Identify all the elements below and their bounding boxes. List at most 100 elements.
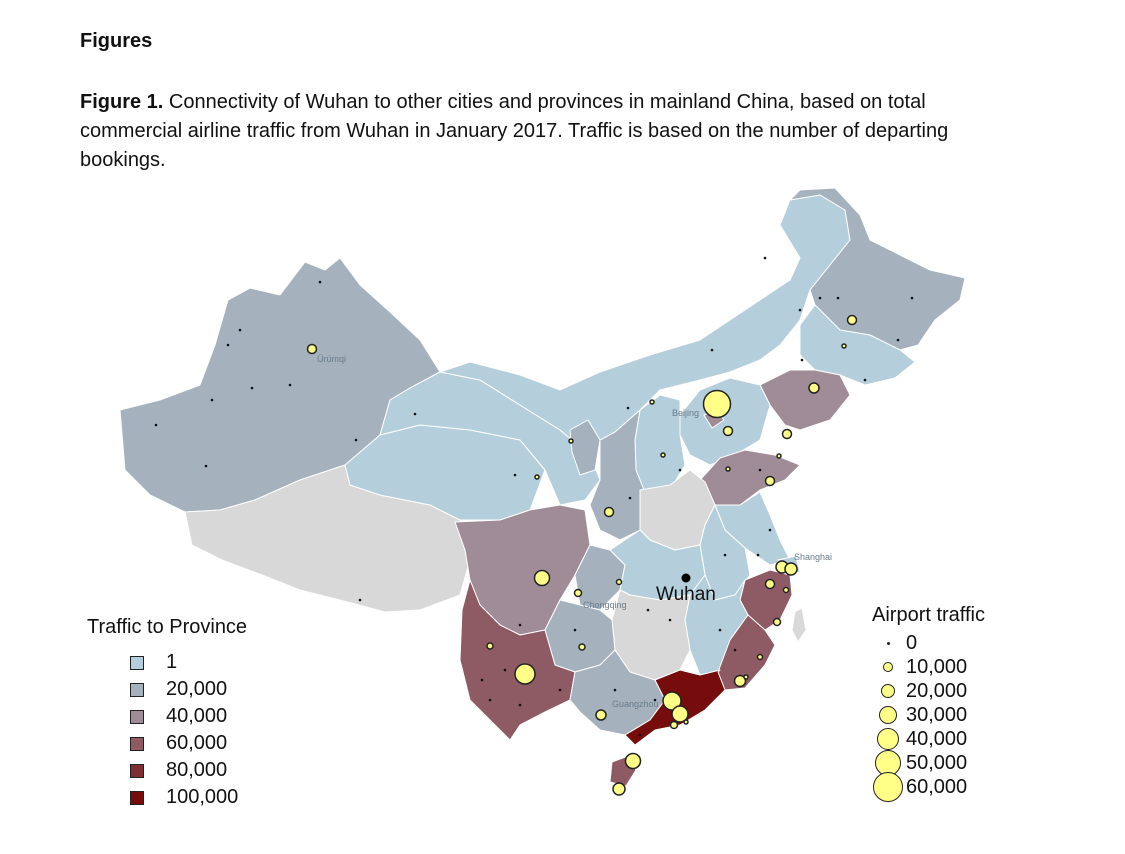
legend-label: 60,000	[906, 775, 968, 798]
legend-label: 40,000	[906, 727, 968, 750]
legend-label: 20,000	[166, 678, 228, 700]
city-point	[798, 308, 802, 312]
legend-swatch	[130, 763, 144, 778]
airport-bubble	[772, 617, 782, 627]
city-point	[668, 618, 672, 622]
region-ningxia	[569, 419, 601, 476]
figure-label: Figure 1.	[80, 91, 164, 113]
city-point	[413, 412, 417, 416]
legend-label: 100,000	[166, 786, 239, 808]
airport-bubble	[782, 586, 790, 594]
legend-item: 100,000	[87, 784, 247, 811]
city-point	[628, 496, 632, 500]
figure-caption: Figure 1. Connectivity of Wuhan to other…	[80, 88, 1020, 175]
city-point	[358, 598, 362, 602]
city-point	[863, 378, 867, 382]
city-point	[763, 256, 767, 260]
city-point	[250, 386, 254, 390]
city-point	[238, 328, 242, 332]
legend-bubble	[875, 750, 901, 776]
city-point	[204, 464, 208, 468]
legend-label: 80,000	[166, 759, 228, 781]
city-point	[818, 296, 822, 300]
legend-item: 20,000	[872, 679, 985, 703]
airport-bubble	[514, 663, 536, 685]
city-point	[513, 473, 517, 477]
caption-text: Connectivity of Wuhan to other cities an…	[80, 91, 949, 171]
city-point	[718, 628, 722, 632]
city-point	[723, 553, 727, 557]
legend-bubble	[877, 728, 899, 750]
airport-bubble	[624, 752, 642, 770]
legend-swatch	[130, 655, 144, 670]
legend-item: 60,000	[87, 730, 247, 757]
legend-swatch	[130, 790, 144, 805]
airport-bubble	[841, 343, 847, 349]
city-label-beijing: Beijing	[672, 408, 699, 418]
legend-bubble	[873, 772, 903, 802]
legend-swatch	[130, 736, 144, 751]
airport-bubble	[671, 705, 689, 723]
region-liaoning	[759, 369, 851, 431]
city-point	[910, 296, 914, 300]
city-point	[768, 528, 772, 532]
legend-item: 50,000	[872, 750, 985, 776]
region-heilongjiang	[789, 187, 966, 351]
airport-bubble	[669, 720, 679, 730]
legend-bubble	[886, 641, 890, 645]
city-point	[758, 468, 762, 472]
airport-bubble	[846, 314, 858, 326]
city-point	[710, 348, 714, 352]
airport-bubble	[649, 399, 655, 405]
legend-item: 40,000	[87, 703, 247, 730]
city-label-chongqing: Chongqing	[583, 600, 627, 610]
airport-bubble	[615, 578, 623, 586]
city-label-urumqi: Ürümqi	[317, 354, 346, 364]
city-point	[503, 668, 507, 672]
city-point	[653, 698, 657, 702]
airport-bubble	[743, 674, 749, 680]
city-point	[154, 423, 158, 427]
legend-item: 80,000	[87, 757, 247, 784]
legend-bubble	[881, 684, 895, 698]
airport-bubble	[722, 425, 734, 437]
city-point	[573, 628, 577, 632]
city-point	[646, 608, 650, 612]
airport-bubble	[784, 562, 798, 576]
section-heading: Figures	[80, 30, 153, 52]
airport-bubble	[573, 588, 583, 598]
legend-label: 1	[166, 651, 178, 673]
city-point	[626, 406, 630, 410]
city-point	[896, 338, 900, 342]
legend-item: 20,000	[87, 676, 247, 703]
region-hebei	[679, 377, 771, 466]
legend-title: Traffic to Province	[87, 616, 248, 638]
city-point	[288, 383, 292, 387]
legend-item: 30,000	[872, 703, 985, 727]
legend-bubble	[883, 662, 893, 672]
airport-bubble	[733, 674, 747, 688]
region-taiwan	[791, 607, 807, 643]
airport-bubble	[306, 343, 318, 355]
legend-item: 10,000	[872, 655, 985, 679]
city-point	[226, 343, 230, 347]
legend-item: 1	[87, 649, 247, 676]
airport-bubble	[725, 466, 731, 472]
city-point	[354, 438, 358, 442]
airport-bubble	[486, 642, 494, 650]
airport-bubble	[612, 782, 626, 796]
airport-bubble	[781, 428, 793, 440]
city-label-guangzhou: Guangzhou	[612, 699, 659, 709]
city-point	[518, 623, 522, 627]
legend-label: 20,000	[906, 679, 968, 702]
wuhan-marker	[681, 573, 691, 583]
legend-label: 0	[906, 631, 918, 654]
city-point	[613, 688, 617, 692]
airport-bubble	[776, 453, 782, 459]
city-point	[318, 280, 322, 284]
airport-bubble	[603, 506, 615, 518]
legend-bubble	[879, 706, 897, 724]
legend-title: Airport traffic	[872, 604, 985, 626]
province-traffic-legend: Traffic to Province 1 20,000 40,000 60,000 8…	[87, 616, 247, 811]
